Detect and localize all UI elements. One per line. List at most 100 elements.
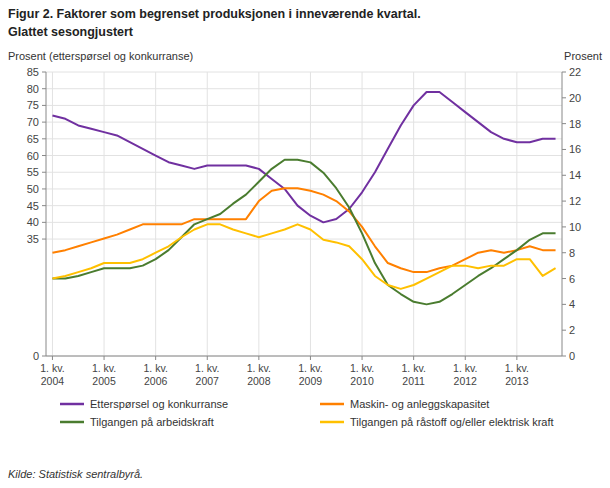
text-line: 1. kv. (92, 362, 116, 374)
grid-line (516, 72, 517, 356)
y2-tick-label: 2 (569, 324, 575, 336)
x-tick (413, 356, 414, 360)
y2-tick-label: 6 (569, 273, 575, 285)
y2-tick (562, 175, 566, 176)
grid-line (46, 155, 562, 156)
y-tick-label: 50 (27, 183, 39, 195)
grid-line (46, 239, 562, 240)
title: Figur 2. Faktorer som begrenset produksj… (8, 7, 421, 21)
x-tick-label: 1. kv.2010 (350, 362, 374, 387)
series-line (52, 92, 555, 222)
text-line: 1. kv. (298, 362, 322, 374)
y-tick (42, 122, 46, 123)
y2-tick-label: 16 (569, 143, 581, 155)
x-tick (516, 356, 517, 360)
y-axis-label: Prosent (etterspørsel og konkurranse) (8, 50, 193, 62)
subtitle: Glattet sesongjustert (8, 25, 134, 39)
y-tick (42, 155, 46, 156)
text-line: 2004 (41, 375, 65, 387)
series-group (52, 92, 555, 304)
y2-tick (562, 72, 566, 73)
y2-tick (562, 278, 566, 279)
grid-line (465, 72, 466, 356)
x-tick (52, 356, 53, 360)
x-tick (155, 356, 156, 360)
text-line: 1. kv. (143, 362, 167, 374)
grid (46, 72, 562, 356)
grid-line (46, 122, 562, 123)
y-tick (42, 88, 46, 89)
y-tick-label: 0 (33, 350, 39, 362)
y2-tick (562, 149, 566, 150)
y2-tick (562, 226, 566, 227)
y-tick (42, 172, 46, 173)
text-line: 1. kv. (40, 362, 64, 374)
text-line: 2007 (196, 375, 220, 387)
grid-line (362, 72, 363, 356)
grid-line (258, 72, 259, 356)
y-tick-label: 45 (27, 200, 39, 212)
y-tick (42, 222, 46, 223)
y2-axis-line (562, 72, 563, 356)
grid-line (104, 72, 105, 356)
y2-tick-label: 4 (569, 298, 575, 310)
y2-tick-label: 18 (569, 118, 581, 130)
y-tick (42, 105, 46, 106)
y2-tick (562, 330, 566, 331)
x-tick (465, 356, 466, 360)
text-line: 2010 (350, 375, 374, 387)
y2-tick (562, 201, 566, 202)
y-tick-label: 70 (27, 116, 39, 128)
y-tick-label: 80 (27, 83, 39, 95)
grid-line (46, 356, 562, 357)
text-line: 2012 (454, 375, 478, 387)
legend-label: Tilgangen på råstoff og/eller elektrisk … (350, 416, 554, 428)
grid-line (155, 72, 156, 356)
x-tick (258, 356, 259, 360)
x-tick-label: 1. kv.2013 (505, 362, 529, 387)
text-line: 2013 (505, 375, 529, 387)
y2-tick-label: 10 (569, 221, 581, 233)
text-line: 1. kv. (247, 362, 271, 374)
grid-line (46, 205, 562, 206)
x-tick-label: 1. kv.2008 (247, 362, 271, 387)
grid-line (310, 72, 311, 356)
y2-tick (562, 356, 566, 357)
text-line: 2011 (402, 375, 425, 387)
y2-tick (562, 123, 566, 124)
y-tick (42, 72, 46, 73)
y-tick-label: 75 (27, 99, 39, 111)
y-tick-label: 40 (27, 216, 39, 228)
y-tick (42, 138, 46, 139)
x-axis-line (46, 356, 562, 357)
chart: Figur 2. Faktorer som begrenset produksj… (0, 0, 610, 488)
source: Kilde: Statistisk sentralbyrå. (8, 468, 143, 480)
legend-swatch (320, 403, 344, 406)
y-tick-label: 85 (27, 66, 39, 78)
y2-tick-label: 22 (569, 66, 581, 78)
series-line (52, 224, 555, 289)
x-tick (310, 356, 311, 360)
text-line: 1. kv. (350, 362, 374, 374)
y-tick-label: 35 (27, 233, 39, 245)
y2-tick-label: 0 (569, 350, 575, 362)
grid-line (46, 172, 562, 173)
x-tick (362, 356, 363, 360)
y-tick (42, 239, 46, 240)
y-tick-label: 60 (27, 150, 39, 162)
y-tick-label: 55 (27, 166, 39, 178)
legend-label: Etterspørsel og konkurranse (90, 398, 228, 410)
text-line: 1. kv. (505, 362, 529, 374)
legend-swatch (60, 403, 84, 406)
grid-line (413, 72, 414, 356)
x-tick-label: 1. kv.2009 (298, 362, 322, 387)
x-tick-label: 1. kv.2011 (401, 362, 425, 387)
x-tick-label: 1. kv.2006 (143, 362, 167, 387)
y2-tick-label: 20 (569, 92, 581, 104)
y-tick (42, 188, 46, 189)
series-line (52, 188, 555, 272)
y-axis-line (46, 72, 47, 356)
text-line: 1. kv. (195, 362, 219, 374)
legend: Etterspørsel og konkurranseMaskin- og an… (60, 398, 554, 428)
text-line: 2006 (144, 375, 168, 387)
